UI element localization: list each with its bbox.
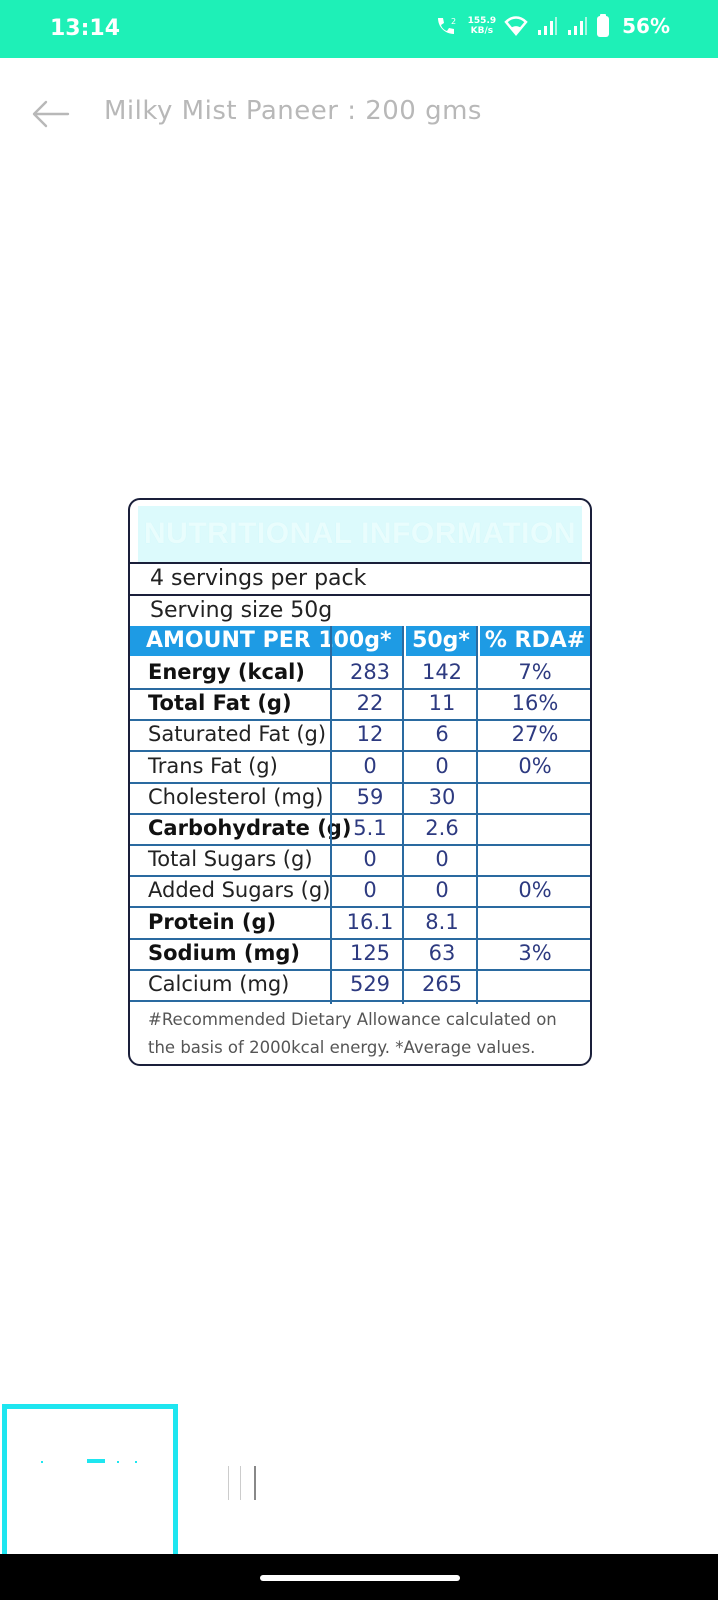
nutrient-row: Total Fat (g) 22 11 16% <box>130 687 590 722</box>
battery-icon <box>597 14 610 37</box>
status-bar: 13:14 2 155.9 KB/s 56% <box>0 0 718 58</box>
column-divider <box>330 626 332 1004</box>
nutrition-label-image[interactable]: NUTRITIONAL INFORMATION 4 servings per p… <box>128 498 592 1066</box>
column-header-per100: AMOUNT PER 100g* <box>130 626 402 656</box>
battery-percent: 56% <box>622 14 670 38</box>
value-per-50g: 0 <box>435 753 449 778</box>
signal-icon <box>538 17 558 35</box>
nutrient-name: Added Sugars (g) <box>148 878 331 903</box>
app-header: Milky Mist Paneer : 200 gms <box>0 58 718 168</box>
nutrient-name: Total Fat (g) <box>148 691 292 716</box>
page-title: Milky Mist Paneer : 200 gms <box>104 96 482 126</box>
nutrient-name: Carbohydrate (g) <box>148 816 352 840</box>
value-per-100g: 0 <box>363 878 377 903</box>
nutrient-row: Carbohydrate (g) 5.1 2.6 <box>130 812 590 846</box>
value-rda <box>480 781 590 813</box>
value-per-50g: 142 <box>421 660 463 684</box>
nutrient-row: Trans Fat (g) 0 0 0% <box>130 750 590 784</box>
network-speed-value: 155.9 <box>467 16 497 26</box>
status-time: 13:14 <box>50 16 121 41</box>
nutrient-row: Energy (kcal) 283 142 7% <box>130 656 590 690</box>
nutrient-name: Energy (kcal) <box>148 660 305 684</box>
home-gesture-pill[interactable] <box>260 1575 460 1581</box>
nutrient-row: Cholesterol (mg) 59 30 <box>130 781 590 815</box>
value-per-50g: 11 <box>428 691 456 716</box>
thumbnail-mark <box>87 1459 105 1463</box>
value-rda <box>480 812 590 844</box>
nutrient-row: Added Sugars (g) 0 0 0% <box>130 874 590 909</box>
value-rda <box>480 906 590 938</box>
value-rda: 0% <box>518 878 552 903</box>
network-speed-unit: KB/s <box>470 26 494 36</box>
nutrient-row: Sodium (mg) 125 63 3% <box>130 937 590 971</box>
nutrient-name: Sodium (mg) <box>148 940 301 965</box>
thumbnail-mark <box>117 1461 119 1463</box>
column-header-rda: % RDA# <box>480 626 590 656</box>
value-rda <box>480 843 590 875</box>
nutrient-name: Protein (g) <box>148 909 277 934</box>
system-nav-bar <box>0 1554 718 1600</box>
back-button[interactable] <box>28 94 72 134</box>
serving-size: Serving size 50g <box>150 598 333 623</box>
divider <box>130 594 590 596</box>
value-rda: 0% <box>518 753 552 778</box>
value-per-100g: 283 <box>349 660 391 684</box>
network-speed: 155.9 KB/s <box>468 16 496 36</box>
column-header-per50: 50g* <box>406 626 476 656</box>
nutrition-footnote: #Recommended Dietary Allowance calculate… <box>148 1010 557 1057</box>
nutrient-name: Saturated Fat (g) <box>148 722 327 747</box>
column-divider <box>402 626 404 1004</box>
divider <box>130 562 590 564</box>
value-per-100g: 5.1 <box>353 816 387 840</box>
scroll-indicator <box>228 1466 262 1500</box>
nutrition-title: NUTRITIONAL INFORMATION <box>138 506 582 562</box>
value-per-50g: 6 <box>435 722 449 747</box>
nutrient-row: Calcium (mg) 529 265 <box>130 968 590 1002</box>
column-divider <box>476 626 478 1004</box>
image-thumbnail[interactable] <box>2 1404 178 1560</box>
nutrient-name: Trans Fat (g) <box>148 753 278 778</box>
value-rda: 3% <box>518 940 552 965</box>
nutrient-row: Saturated Fat (g) 12 6 27% <box>130 718 590 753</box>
value-per-100g: 0 <box>363 847 377 872</box>
value-per-100g: 529 <box>349 972 391 996</box>
thumbnail-mark <box>41 1461 43 1463</box>
value-per-50g: 0 <box>435 847 449 872</box>
value-rda <box>480 968 590 1000</box>
value-per-100g: 22 <box>356 691 384 716</box>
value-per-100g: 12 <box>356 722 384 747</box>
wifi-icon <box>504 16 528 36</box>
value-per-100g: 16.1 <box>346 909 394 934</box>
signal-icon <box>568 17 588 35</box>
nutrient-name: Total Sugars (g) <box>148 847 313 872</box>
value-per-100g: 125 <box>349 940 391 965</box>
nutrient-row: Protein (g) 16.1 8.1 <box>130 906 590 940</box>
svg-text:2: 2 <box>451 17 456 26</box>
back-arrow-icon <box>32 100 70 128</box>
value-rda: 27% <box>511 722 559 747</box>
value-per-50g: 30 <box>428 784 456 809</box>
servings-per-pack: 4 servings per pack <box>150 566 367 591</box>
status-icons: 2 155.9 KB/s 56% <box>434 14 670 38</box>
nutrient-name: Calcium (mg) <box>148 972 290 996</box>
value-per-50g: 63 <box>428 940 456 965</box>
nutrient-row: Total Sugars (g) 0 0 <box>130 843 590 878</box>
nutrient-name: Cholesterol (mg) <box>148 784 324 809</box>
value-per-50g: 2.6 <box>425 816 459 840</box>
value-per-100g: 0 <box>363 753 377 778</box>
value-rda: 7% <box>518 660 552 684</box>
value-per-50g: 265 <box>421 972 463 996</box>
value-per-50g: 0 <box>435 878 449 903</box>
value-per-100g: 59 <box>356 784 384 809</box>
thumbnail-mark <box>135 1461 137 1463</box>
value-per-50g: 8.1 <box>425 909 459 934</box>
volte-call-icon: 2 <box>437 17 456 34</box>
value-rda: 16% <box>511 691 559 716</box>
